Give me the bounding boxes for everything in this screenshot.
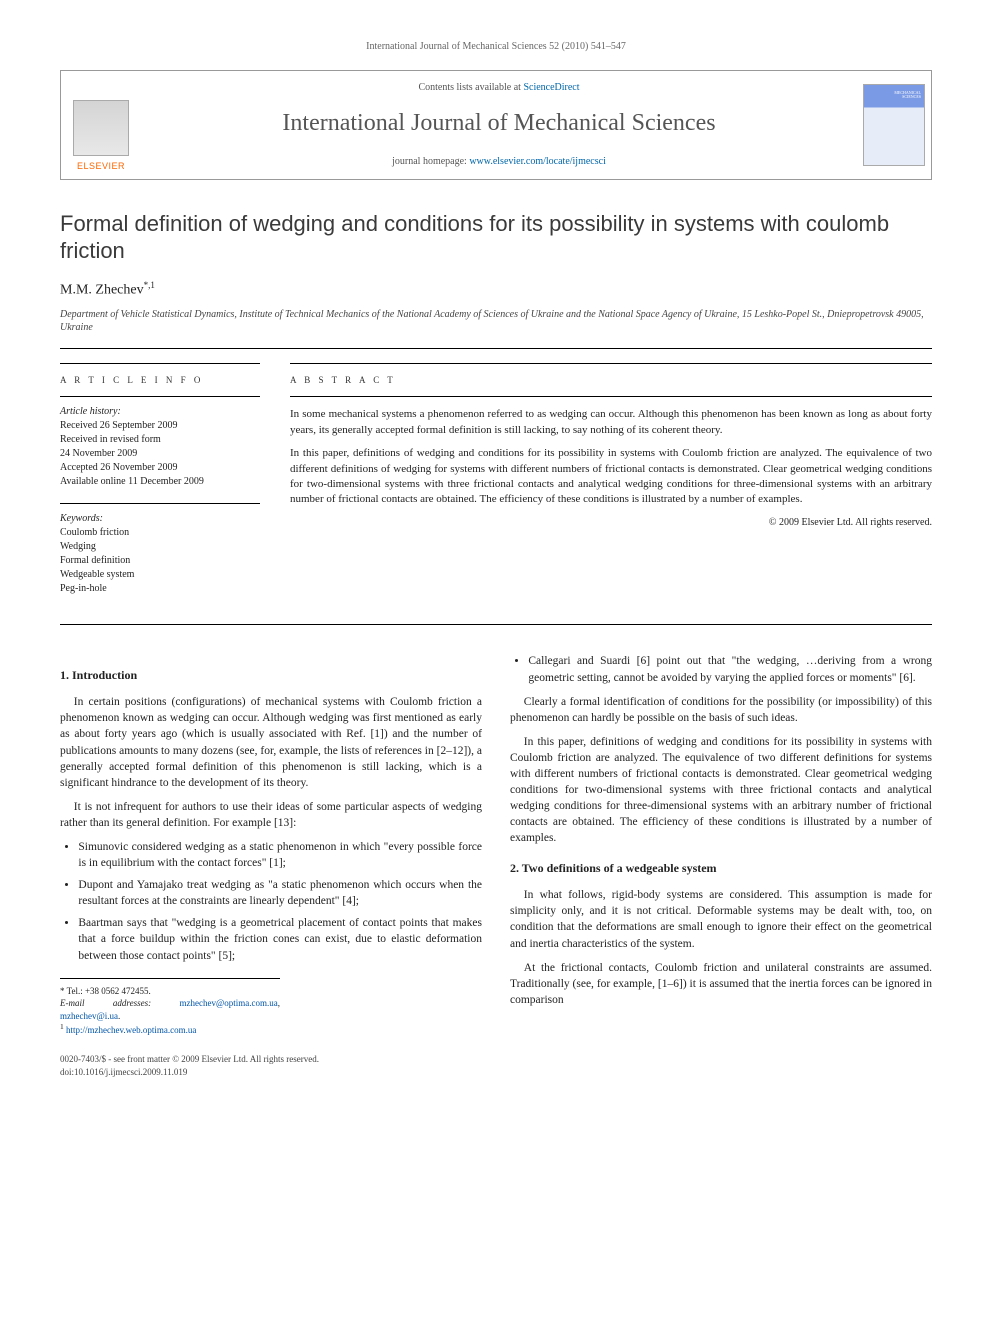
publisher-logo-block: ELSEVIER: [61, 71, 141, 179]
affiliation: Department of Vehicle Statistical Dynami…: [60, 308, 932, 334]
abstract-label: A B S T R A C T: [290, 374, 932, 387]
journal-homepage-line: journal homepage: www.elsevier.com/locat…: [147, 155, 851, 169]
article-title: Formal definition of wedging and conditi…: [60, 210, 932, 265]
rule-top: [60, 348, 932, 349]
list-item: Simunovic considered wedging as a static…: [78, 839, 482, 871]
elsevier-tree-icon: [73, 100, 129, 156]
email-link[interactable]: mzhechev@i.ua: [60, 1011, 118, 1021]
keyword: Coulomb friction: [60, 526, 260, 540]
author-marks: *,1: [144, 280, 155, 290]
body-paragraph: At the frictional contacts, Coulomb fric…: [510, 960, 932, 1008]
abstract-copyright: © 2009 Elsevier Ltd. All rights reserved…: [290, 516, 932, 530]
contents-available-line: Contents lists available at ScienceDirec…: [147, 81, 851, 95]
author-name: M.M. Zhechev: [60, 282, 144, 297]
history-line: 24 November 2009: [60, 447, 260, 461]
history-line: Received in revised form: [60, 433, 260, 447]
author-line: M.M. Zhechev*,1: [60, 279, 932, 300]
tel-label: * Tel.:: [60, 986, 85, 996]
footnote-email: E-mail addresses: mzhechev@optima.com.ua…: [60, 997, 280, 1022]
abstract-rule: [290, 363, 932, 364]
homepage-link[interactable]: www.elsevier.com/locate/ijmecsci: [469, 156, 606, 167]
journal-cover-thumb: [857, 71, 931, 179]
footnote-tel: * Tel.: +38 0562 472455.: [60, 985, 280, 998]
info-abstract-row: A R T I C L E I N F O Article history: R…: [60, 363, 932, 611]
footnote-url: 1 http://mzhechev.web.optima.com.ua: [60, 1022, 280, 1037]
cover-image-icon: [863, 84, 925, 166]
footer-doi-line: doi:10.1016/j.ijmecsci.2009.11.019: [60, 1066, 932, 1079]
keyword: Wedging: [60, 540, 260, 554]
sciencedirect-link[interactable]: ScienceDirect: [523, 82, 579, 93]
keyword: Wedgeable system: [60, 568, 260, 582]
body-bullet-list: Simunovic considered wedging as a static…: [60, 839, 482, 964]
author-url-link[interactable]: http://mzhechev.web.optima.com.ua: [66, 1025, 196, 1035]
footnote-block: * Tel.: +38 0562 472455. E-mail addresse…: [60, 978, 280, 1037]
keyword: Formal definition: [60, 554, 260, 568]
history-line: Available online 11 December 2009: [60, 475, 260, 489]
info-rule-3: [60, 503, 260, 504]
body-paragraph: It is not infrequent for authors to use …: [60, 799, 482, 831]
history-line: Accepted 26 November 2009: [60, 461, 260, 475]
keywords-block: Keywords: Coulomb friction Wedging Forma…: [60, 512, 260, 596]
homepage-prefix: journal homepage:: [392, 156, 469, 167]
footer-block: 0020-7403/$ - see front matter © 2009 El…: [60, 1053, 932, 1078]
info-rule: [60, 363, 260, 364]
body-bullet-list-continued: Callegari and Suardi [6] point out that …: [510, 653, 932, 685]
info-rule-2: [60, 396, 260, 397]
list-item: Callegari and Suardi [6] point out that …: [528, 653, 932, 685]
article-info-column: A R T I C L E I N F O Article history: R…: [60, 363, 260, 611]
history-line: Received 26 September 2009: [60, 419, 260, 433]
body-paragraph: In certain positions (configurations) of…: [60, 694, 482, 791]
list-item: Baartman says that "wedging is a geometr…: [78, 915, 482, 963]
list-item: Dupont and Yamajako treat wedging as "a …: [78, 877, 482, 909]
body-paragraph: In this paper, definitions of wedging an…: [510, 734, 932, 847]
masthead-center: Contents lists available at ScienceDirec…: [141, 71, 857, 179]
section-1-heading: 1. Introduction: [60, 667, 482, 684]
header-citation: International Journal of Mechanical Scie…: [60, 40, 932, 54]
url-sup: 1: [60, 1022, 64, 1031]
rule-bottom: [60, 624, 932, 625]
footer-issn-line: 0020-7403/$ - see front matter © 2009 El…: [60, 1053, 932, 1066]
abstract-column: A B S T R A C T In some mechanical syste…: [290, 363, 932, 611]
abstract-paragraph: In this paper, definitions of wedging an…: [290, 446, 932, 508]
keyword: Peg-in-hole: [60, 582, 260, 596]
contents-prefix: Contents lists available at: [418, 82, 523, 93]
masthead: ELSEVIER Contents lists available at Sci…: [60, 70, 932, 180]
email-link[interactable]: mzhechev@optima.com.ua: [179, 998, 277, 1008]
history-label: Article history:: [60, 405, 260, 419]
section-2-heading: 2. Two definitions of a wedgeable system: [510, 860, 932, 877]
article-info-label: A R T I C L E I N F O: [60, 374, 260, 387]
publisher-name: ELSEVIER: [77, 160, 125, 173]
body-paragraph: In what follows, rigid-body systems are …: [510, 887, 932, 951]
email-label: E-mail addresses:: [60, 998, 151, 1008]
abstract-rule-2: [290, 396, 932, 397]
body-paragraph: Clearly a formal identification of condi…: [510, 694, 932, 726]
journal-name: International Journal of Mechanical Scie…: [147, 107, 851, 141]
tel-value: +38 0562 472455.: [85, 986, 151, 996]
keywords-label: Keywords:: [60, 512, 260, 526]
article-history-block: Article history: Received 26 September 2…: [60, 405, 260, 489]
abstract-paragraph: In some mechanical systems a phenomenon …: [290, 407, 932, 438]
body-columns: 1. Introduction In certain positions (co…: [60, 653, 932, 1037]
